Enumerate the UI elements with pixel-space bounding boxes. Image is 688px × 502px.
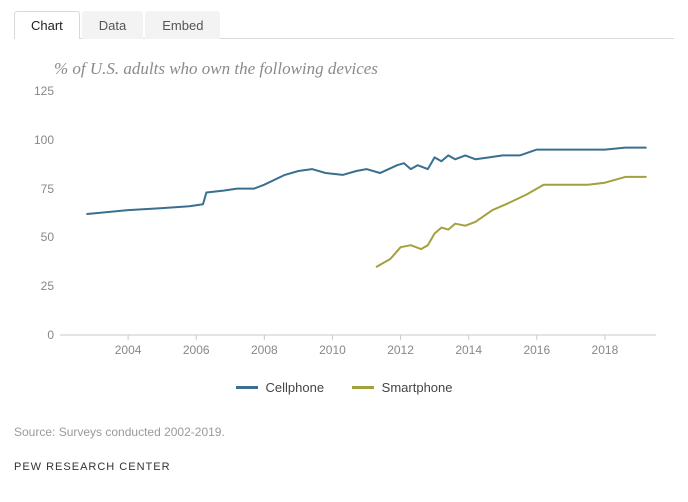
legend-item-smartphone: Smartphone (352, 380, 453, 395)
xtick-label: 2006 (183, 343, 210, 357)
ytick-label: 25 (20, 279, 54, 293)
legend-label-cellphone: Cellphone (266, 380, 325, 395)
legend: Cellphone Smartphone (14, 377, 674, 395)
tabs-bar: Chart Data Embed (14, 8, 674, 39)
footer-brand: PEW RESEARCH CENTER (14, 461, 674, 473)
xtick-label: 2008 (251, 343, 278, 357)
xtick-label: 2016 (523, 343, 550, 357)
ytick-label: 100 (20, 133, 54, 147)
xtick-label: 2004 (115, 343, 142, 357)
xtick-label: 2018 (592, 343, 619, 357)
tab-chart[interactable]: Chart (14, 11, 80, 39)
legend-label-smartphone: Smartphone (382, 380, 453, 395)
xtick-label: 2014 (455, 343, 482, 357)
legend-swatch-smartphone (352, 386, 374, 389)
ytick-label: 125 (20, 84, 54, 98)
legend-swatch-cellphone (236, 386, 258, 389)
chart-subtitle: % of U.S. adults who own the following d… (54, 59, 674, 79)
source-note: Source: Surveys conducted 2002-2019. (14, 425, 674, 439)
chart-plot: 2004 2006 2008 2010 2012 2014 2016 2018 0 25 50 75 1… (20, 85, 660, 365)
ytick-label: 75 (20, 182, 54, 196)
tab-data[interactable]: Data (82, 11, 143, 39)
xtick-label: 2010 (319, 343, 346, 357)
ytick-label: 0 (20, 328, 54, 342)
ytick-label: 50 (20, 230, 54, 244)
tab-embed[interactable]: Embed (145, 11, 220, 39)
chart-card: Chart Data Embed % of U.S. adults who ow… (0, 0, 688, 502)
legend-item-cellphone: Cellphone (236, 380, 325, 395)
xtick-label: 2012 (387, 343, 414, 357)
